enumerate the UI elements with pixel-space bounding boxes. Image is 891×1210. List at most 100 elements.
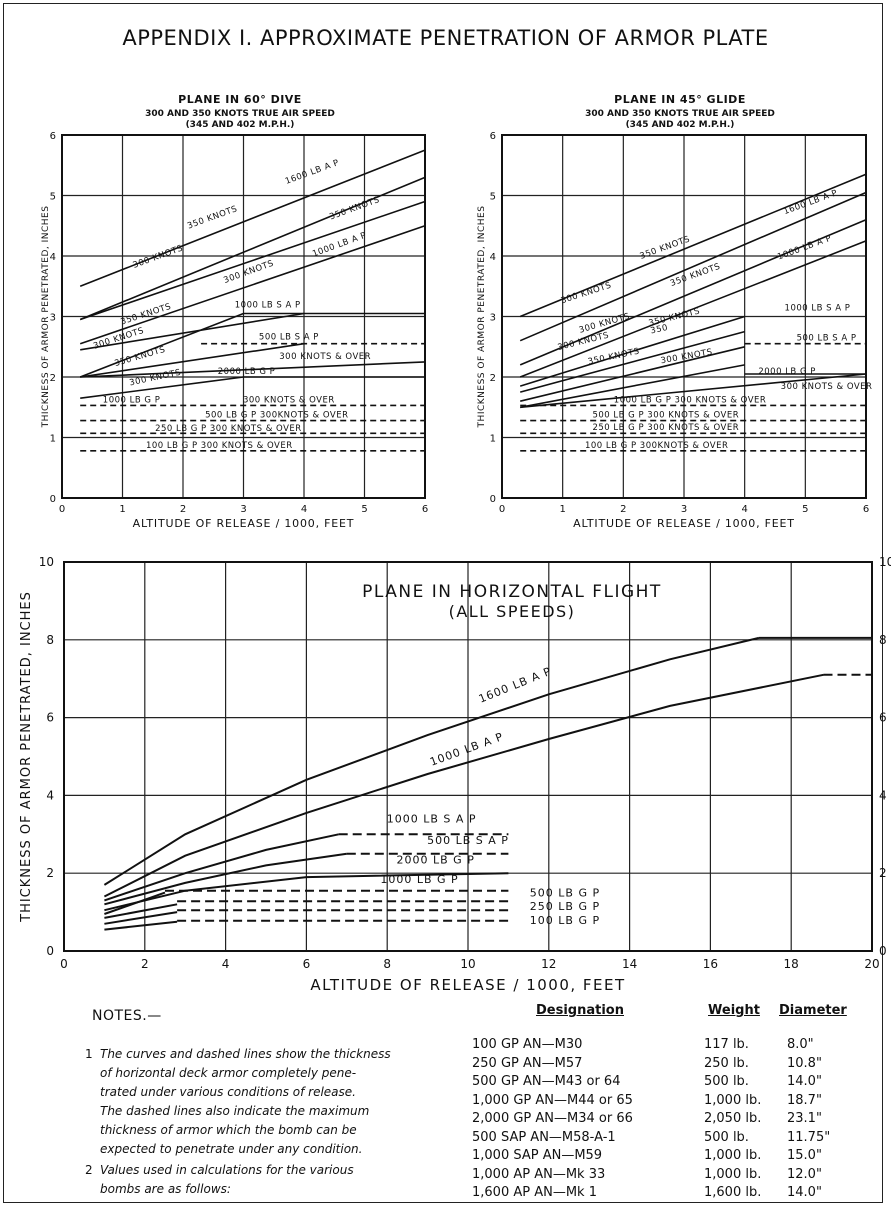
x-tick-label: 3	[681, 504, 687, 515]
x-axis-label: ALTITUDE OF RELEASE / 1000, FEET	[133, 517, 355, 530]
header-weight: Weight	[708, 1003, 760, 1018]
cell-weight: 500 lb.	[704, 1129, 749, 1145]
annotation-label: 1000 LB G P 300 KNOTS & OVER	[614, 395, 767, 405]
x-tick-label: 0	[59, 504, 65, 515]
note-number: 2	[85, 1163, 93, 1177]
chart-title: PLANE IN 45° GLIDE	[614, 93, 746, 106]
annotation-label: 250 LB G P 300 KNOTS & OVER	[592, 423, 739, 433]
y-tick-label-right: 6	[879, 711, 887, 725]
series-line-9	[104, 891, 166, 915]
x-tick-label: 3	[240, 504, 246, 515]
series-line-7	[520, 364, 745, 409]
table-row: 500 GP AN—M43 or 64 500 lb. 14.0"	[472, 1074, 862, 1094]
cell-diameter: 14.0"	[787, 1074, 822, 1089]
x-tick-label: 4	[741, 504, 747, 515]
x-tick-label: 5	[802, 504, 808, 515]
y-tick-label-right: 0	[879, 944, 887, 958]
cell-weight: 117 lb.	[704, 1037, 749, 1052]
series-line-0	[79, 149, 426, 288]
y-tick-label: 3	[50, 313, 56, 324]
chart-subtitle-2: (345 AND 402 M.P.H.)	[626, 120, 735, 130]
cell-designation: 250 GP AN—M57	[472, 1055, 583, 1071]
series-line-13	[104, 911, 178, 925]
chart-subtitle: (ALL SPEEDS)	[449, 602, 576, 621]
cell-diameter: 18.7"	[787, 1092, 822, 1108]
series-line-4	[519, 315, 745, 387]
annotation-label: 500 LB S A P	[259, 332, 319, 342]
header-diameter: Diameter	[779, 1003, 847, 1018]
x-tick-label: 4	[222, 957, 230, 971]
series-line-3	[519, 240, 867, 378]
annotation-label: 250 LB G P	[530, 900, 600, 913]
cell-weight: 500 lb.	[704, 1074, 749, 1089]
y-tick-label: 2	[46, 866, 54, 880]
cell-weight: 1,600 lb.	[704, 1185, 762, 1200]
table-row: 500 SAP AN—M58-A-1 500 lb. 11.75"	[472, 1130, 862, 1150]
annotation-label: 100 LB G P	[530, 914, 600, 927]
series-line-1	[79, 176, 426, 321]
note-item: 2 Values used in calculations for the var…	[85, 1161, 354, 1199]
note-number: 1	[85, 1047, 93, 1061]
series-line-10	[80, 376, 244, 399]
x-axis-label: ALTITUDE OF RELEASE / 1000, FEET	[310, 976, 625, 994]
y-tick-label: 4	[46, 788, 54, 802]
y-tick-label-right: 10	[879, 555, 891, 569]
note-line: thickness of armor which the bomb can be	[100, 1123, 357, 1137]
series-line-9	[520, 373, 867, 409]
y-tick-label: 3	[490, 313, 496, 324]
cell-designation: 2,000 GP AN—M34 or 66	[472, 1111, 633, 1126]
annotation-label: 100 LB G P 300 KNOTS & OVER	[146, 441, 293, 451]
page-title: APPENDIX I. APPROXIMATE PENETRATION OF A…	[122, 26, 769, 50]
y-tick-label: 1	[490, 434, 496, 445]
annotation-label: 2000 LB G P	[758, 367, 816, 377]
cell-designation: 1,600 AP AN—Mk 1	[472, 1185, 597, 1200]
annotation-label: 300 KNOTS & OVER	[781, 382, 873, 392]
annotation-label: 300 KNOTS & OVER	[279, 352, 371, 362]
x-tick-label: 10	[460, 957, 475, 971]
header-designation: Designation	[536, 1003, 624, 1018]
y-tick-label-right: 8	[879, 633, 887, 647]
series-line-2	[79, 200, 426, 321]
series-line-7	[80, 342, 305, 378]
cell-diameter: 8.0"	[787, 1037, 814, 1052]
chart-title: PLANE IN 60° DIVE	[178, 93, 302, 106]
notes-heading: NOTES.—	[92, 1008, 162, 1024]
chart-title: PLANE IN HORIZONTAL FLIGHT	[362, 582, 662, 602]
y-axis-label: THICKNESS OF ARMOR PENETRATED, INCHES	[41, 206, 51, 429]
annotation-label: 500 LB G P 300 KNOTS & OVER	[592, 411, 739, 421]
cell-designation: 100 GP AN—M30	[472, 1037, 583, 1052]
series-line-2	[103, 673, 824, 898]
note-line: expected to penetrate under any conditio…	[100, 1142, 363, 1156]
x-tick-label: 14	[622, 957, 637, 971]
chart-subtitle-2: (345 AND 402 M.P.H.)	[186, 120, 295, 130]
y-axis-label: THICKNESS OF ARMOR PENETRATED, INCHES	[477, 206, 487, 429]
x-tick-label: 0	[60, 957, 68, 971]
annotation-label: 1600 LB A P	[477, 665, 554, 706]
x-tick-label: 5	[361, 504, 367, 515]
chart-subtitle: 300 AND 350 KNOTS TRUE AIR SPEED	[145, 109, 335, 119]
y-tick-label: 5	[490, 192, 496, 203]
table-row: 1,600 AP AN—Mk 1 1,600 lb. 14.0"	[472, 1185, 862, 1205]
x-tick-label: 2	[141, 957, 149, 971]
y-tick-label: 6	[490, 131, 496, 142]
y-tick-label: 6	[50, 131, 56, 142]
x-tick-label: 12	[541, 957, 556, 971]
series-line-4	[104, 833, 339, 902]
annotation-label: 2000 LB G P	[397, 853, 475, 866]
annotation-label: 1000 LB G P	[380, 873, 458, 886]
y-tick-label-right: 4	[879, 788, 887, 802]
cell-designation: 1,000 SAP AN—M59	[472, 1148, 603, 1163]
x-tick-label: 1	[119, 504, 125, 515]
y-tick-label: 8	[46, 633, 54, 647]
y-tick-label: 0	[490, 494, 496, 505]
y-tick-label: 2	[490, 373, 496, 384]
series-line-5	[79, 312, 244, 378]
cell-weight: 250 lb.	[704, 1055, 749, 1071]
annotation-label: 500 LB G P 300KNOTS & OVER	[205, 411, 348, 421]
x-tick-label: 4	[301, 504, 307, 515]
table-row: 1,000 AP AN—Mk 33 1,000 lb. 12.0"	[472, 1167, 862, 1187]
page-frame	[3, 3, 883, 1203]
y-tick-label-right: 2	[879, 866, 887, 880]
annotation-label: 100 LB G P 300KNOTS & OVER	[585, 441, 728, 451]
annotation-label: 1000 LB S A P	[387, 813, 477, 826]
